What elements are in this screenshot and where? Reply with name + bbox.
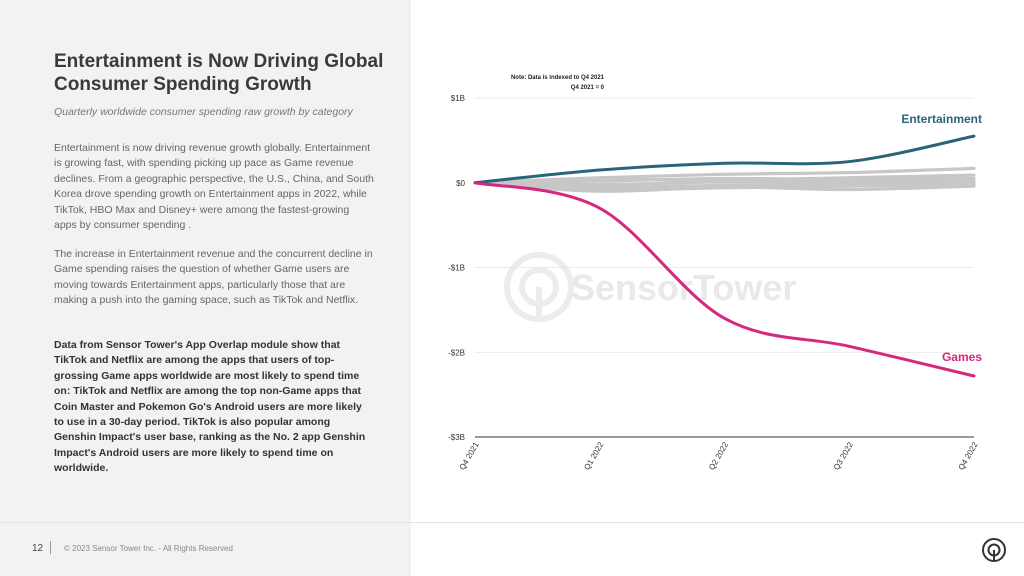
page-subtitle: Quarterly worldwide consumer spending ra… (54, 106, 353, 118)
sensor-tower-logo-icon (982, 538, 1006, 562)
chart-note-2: Q4 2021 = 0 (571, 85, 605, 91)
page-number-separator (50, 541, 51, 554)
entertainment-series-label: Entertainment (901, 112, 982, 126)
x-tick-label: Q3 2022 (832, 440, 855, 472)
page-number: 12 (32, 543, 44, 554)
entertainment-series-line (473, 134, 976, 185)
copyright-text: © 2023 Sensor Tower Inc. - All Rights Re… (64, 544, 233, 553)
footer-divider (0, 522, 1024, 523)
y-tick-label: $1B (451, 94, 465, 103)
other-category-series-line (473, 181, 976, 189)
other-category-series-line (473, 179, 976, 187)
other-category-series-line (473, 181, 976, 193)
x-tick-label: Q4 2022 (957, 440, 980, 472)
y-tick-label: -$2B (448, 348, 465, 357)
games-series-label: Games (942, 350, 982, 364)
other-category-series-line (473, 176, 976, 185)
line-chart: SensorTower Entertainment Games $1B $0 -$1B… (448, 75, 982, 472)
x-tick-label: Q1 2022 (582, 440, 605, 472)
body-paragraph-3: Data from Sensor Tower's App Overlap mod… (54, 339, 366, 475)
x-tick-label: Q2 2022 (707, 440, 730, 472)
left-panel (0, 0, 411, 576)
games-series-line (473, 181, 976, 378)
y-tick-label: -$1B (448, 264, 465, 273)
chart-note-1: Note: Data is indexed to Q4 2021 (511, 75, 605, 81)
body-paragraph-2: The increase in Entertainment revenue an… (54, 248, 373, 307)
watermark-text: SensorTower (571, 267, 796, 308)
y-tick-label: -$3B (448, 433, 465, 442)
x-tick-label: Q4 2021 (458, 440, 481, 472)
page-title: Entertainment is Now Driving Global Cons… (54, 51, 384, 95)
y-tick-label: $0 (456, 179, 465, 188)
body-paragraph-1: Entertainment is now driving revenue gro… (54, 142, 374, 232)
watermark-logo-icon (504, 252, 574, 322)
